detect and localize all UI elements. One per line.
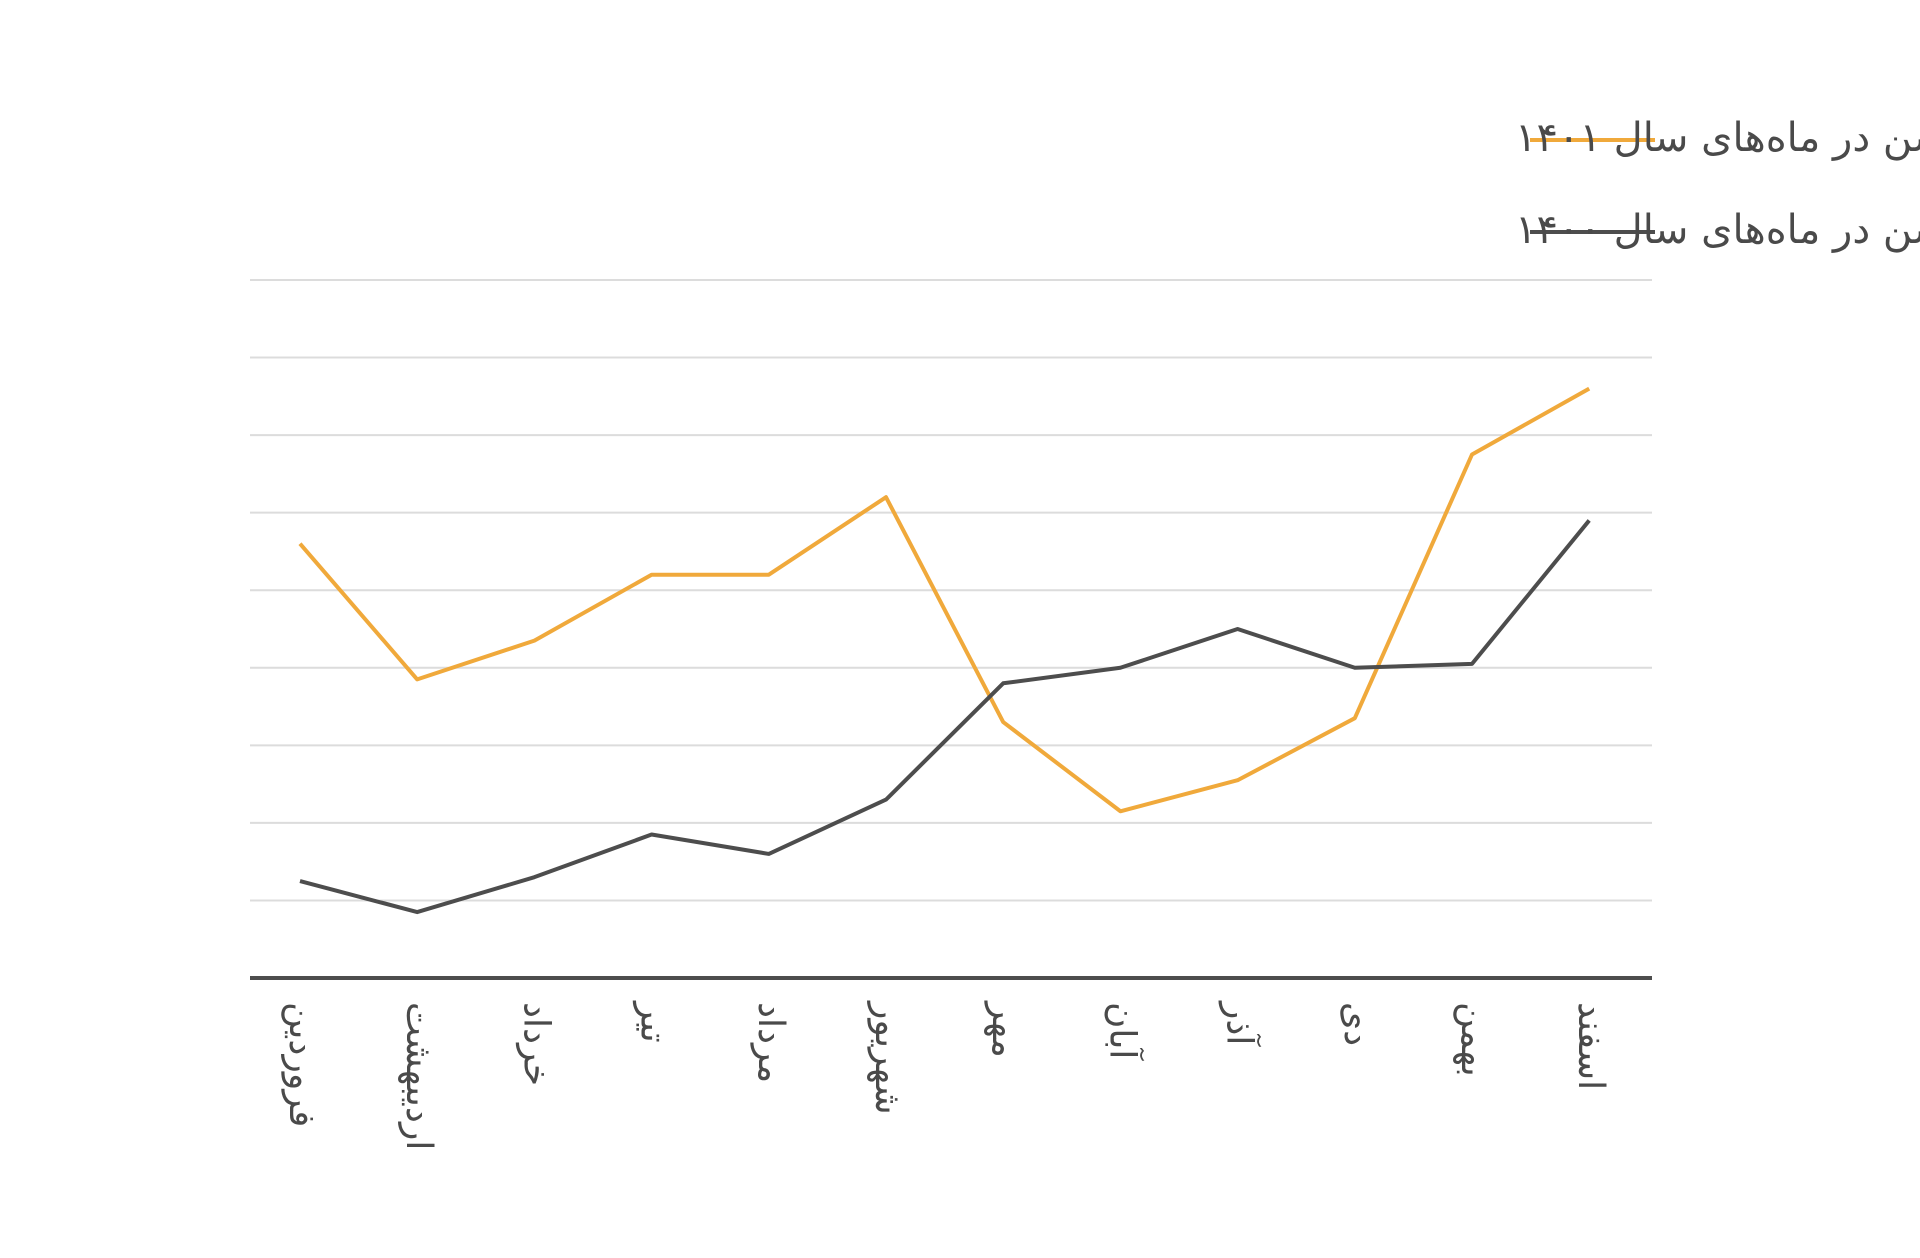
x-tick-label: آذر: [1219, 1000, 1263, 1047]
x-tick-label: اردیبهشت: [398, 1002, 439, 1150]
x-tick-label: خرداد: [515, 1002, 556, 1086]
legend-label-1400: نصب اپلیکیشن در ماه‌های سال ۱۴۰۰: [1515, 207, 1920, 253]
x-axis-labels: فروردین اردیبهشت خرداد تیر مرداد شهریور مهر آبا…: [281, 1000, 1611, 1150]
x-tick-label: اسفند: [1570, 1002, 1611, 1090]
x-tick-label: شهریور: [867, 1000, 908, 1115]
x-tick-label: بهمن: [1453, 1002, 1494, 1077]
series-layer: [298, 386, 1591, 915]
x-tick-label: مهر: [984, 1000, 1025, 1058]
series-line-1400: [299, 519, 1591, 915]
x-tick-label: تیر: [633, 1000, 674, 1043]
x-tick-label: فروردین: [281, 1002, 322, 1127]
x-tick-label: مرداد: [750, 1002, 791, 1083]
series-line-1401: [298, 386, 1591, 814]
legend: نصب اپلیکیشن در ماه‌های سال ۱۴۰۱ نصب اپل…: [1515, 115, 1920, 253]
gridlines: [250, 279, 1652, 902]
x-tick-label: دی: [1336, 1002, 1377, 1046]
x-tick-label: آبان: [1101, 1002, 1145, 1061]
legend-label-1401: نصب اپلیکیشن در ماه‌های سال ۱۴۰۱: [1515, 115, 1920, 161]
